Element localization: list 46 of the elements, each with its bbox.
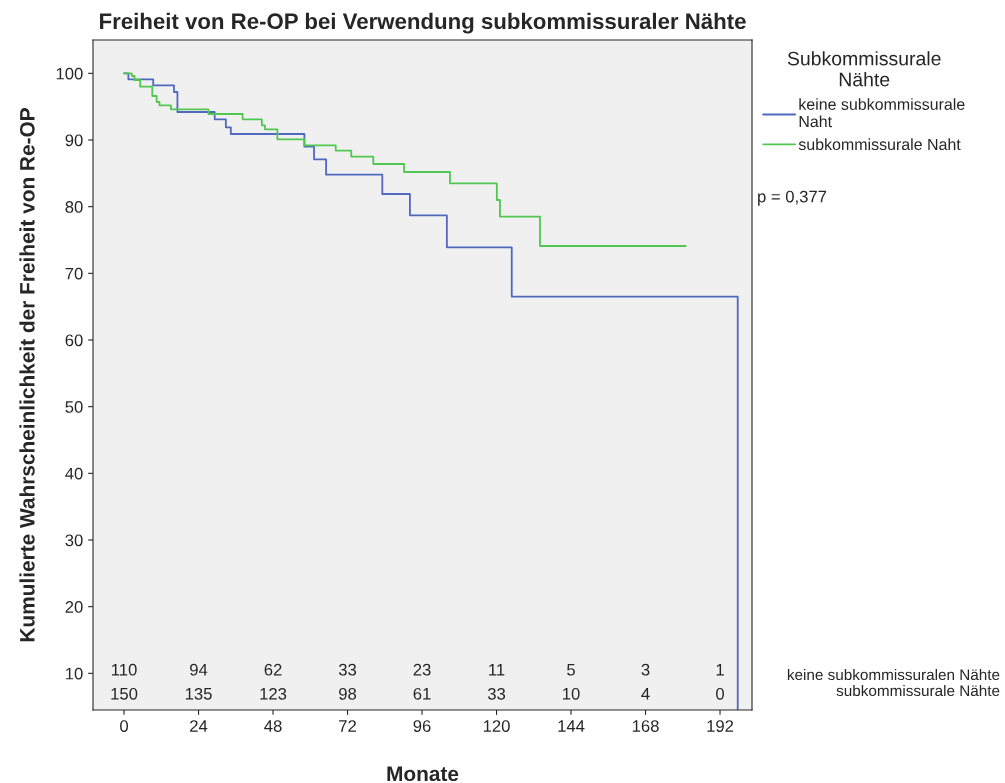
x-tick-label: 120 xyxy=(483,720,510,732)
annotation: 11 xyxy=(489,663,505,676)
x-tick-label: 24 xyxy=(190,720,208,732)
annotation: 61 xyxy=(413,687,431,700)
x-tick-label: 72 xyxy=(339,720,356,732)
x-tick-label: 0 xyxy=(120,720,129,732)
x-tick-label: 96 xyxy=(413,720,431,732)
legend-label: keine subkommissurale Naht xyxy=(799,98,965,128)
annotation: 110 xyxy=(112,663,137,676)
annotation: 135 xyxy=(185,687,212,700)
y-tick-label: 100 xyxy=(56,67,83,80)
annotation: 94 xyxy=(190,663,208,676)
annotation: 33 xyxy=(487,687,506,700)
annotation: 98 xyxy=(339,687,357,700)
y-tick-label: 40 xyxy=(65,467,83,480)
text: keine subkommissuralen Nähte xyxy=(787,668,1000,681)
text: p = 0,377 xyxy=(758,190,827,206)
y-tick-label: 20 xyxy=(65,601,83,613)
annotation: 1 xyxy=(716,663,724,676)
annotation: 10 xyxy=(563,687,580,700)
annotation: 4 xyxy=(641,688,650,700)
x-tick-label: 168 xyxy=(632,720,659,732)
legend-title: Subkommissurale Nähte xyxy=(787,51,941,87)
x-tick-label: 192 xyxy=(707,720,734,732)
annotation: 150 xyxy=(111,687,138,700)
annotation: 123 xyxy=(260,687,287,700)
annotation: 3 xyxy=(641,663,650,676)
x-tick-label: 48 xyxy=(264,720,282,732)
x-tick-label: 144 xyxy=(558,720,585,732)
text: subkommissurale Nähte xyxy=(836,684,1000,697)
x-axis-title: Monate xyxy=(387,766,459,782)
annotation: 33 xyxy=(338,663,357,676)
annotation: 23 xyxy=(413,663,431,676)
y-tick-label: 90 xyxy=(65,134,83,147)
annotation: 62 xyxy=(264,663,282,676)
y-tick-label: 10 xyxy=(66,667,83,680)
annotation: 0 xyxy=(716,687,725,700)
y-tick-label: 60 xyxy=(65,334,83,347)
legend-label: subkommissurale Naht xyxy=(798,138,961,151)
y-tick-label: 30 xyxy=(65,534,83,547)
y-tick-label: 70 xyxy=(65,267,83,280)
annotation: 5 xyxy=(567,663,575,676)
y-axis-title: Kumulierte Wahrscheinlichkeit der Freiheit von Re-OP xyxy=(19,108,35,642)
chart-title: Freiheit von Re-OP bei Verwendung subkommissuraler Nähte xyxy=(100,12,746,34)
y-tick-label: 80 xyxy=(65,201,83,213)
y-tick-label: 50 xyxy=(65,401,83,413)
